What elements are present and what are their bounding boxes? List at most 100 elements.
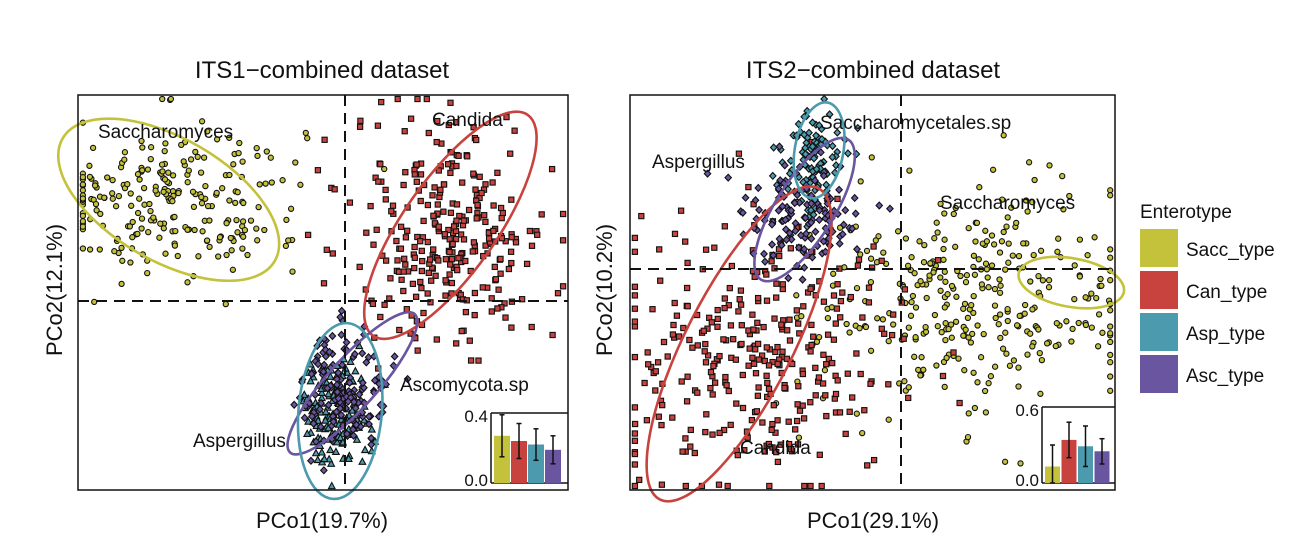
point-sacc-type (1009, 252, 1016, 259)
point-sacc-type (965, 334, 972, 341)
point-can-type (807, 482, 814, 490)
point-can-type (844, 370, 851, 377)
point-can-type (820, 351, 827, 358)
point-asp-type (321, 407, 331, 416)
point-sacc-type (267, 154, 274, 161)
point-asc-type (808, 253, 817, 262)
point-can-type (774, 458, 782, 466)
point-can-type (435, 223, 442, 230)
point-can-type (677, 207, 685, 214)
point-asc-type (787, 206, 796, 215)
point-can-type (714, 315, 721, 323)
point-sacc-type (976, 184, 983, 191)
point-can-type (778, 321, 785, 328)
point-can-type (773, 294, 780, 301)
point-sacc-type (104, 174, 111, 181)
point-sacc-type (970, 369, 977, 376)
point-sacc-type (297, 181, 304, 188)
point-sacc-type (1107, 338, 1114, 346)
point-sacc-type (1097, 275, 1104, 283)
point-can-type (774, 343, 781, 351)
point-sacc-type (253, 144, 260, 152)
point-can-type (786, 316, 793, 323)
point-asc-type (807, 199, 816, 208)
point-sacc-type (1000, 132, 1007, 139)
point-asp-type (331, 447, 341, 456)
point-can-type (846, 408, 853, 415)
point-sacc-type (158, 161, 166, 168)
point-can-type (773, 280, 780, 287)
point-sacc-type (189, 188, 197, 195)
point-asp-type (311, 448, 321, 457)
point-can-type (534, 231, 541, 238)
point-can-type (849, 394, 856, 401)
point-can-type (375, 178, 382, 185)
point-can-type (807, 399, 814, 406)
point-sacc-type (206, 217, 213, 224)
point-sacc-type (795, 434, 803, 441)
point-asc-type (760, 249, 768, 259)
point-sacc-type (950, 210, 957, 218)
point-sacc-type (1021, 301, 1029, 309)
point-can-type (471, 289, 479, 297)
point-sacc-type (843, 320, 850, 328)
point-sacc-type (172, 227, 179, 235)
point-asc-type (355, 390, 364, 399)
point-asc-type (343, 429, 351, 439)
point-can-type (643, 417, 651, 424)
point-can-type (759, 419, 766, 426)
point-asc-type (835, 185, 844, 194)
point-sacc-type (973, 219, 981, 227)
point-can-type (905, 394, 912, 402)
point-can-type (795, 320, 802, 327)
point-can-type (682, 238, 689, 245)
point-can-type (631, 482, 639, 490)
point-can-type (645, 361, 652, 368)
point-can-type (442, 292, 449, 299)
point-can-type (428, 277, 435, 284)
point-sacc-type (879, 316, 887, 323)
point-can-type (794, 441, 802, 448)
panel-1-ellipses (56, 110, 538, 501)
point-can-type (518, 296, 526, 303)
point-can-type (449, 240, 456, 248)
point-can-type (448, 279, 456, 287)
point-can-type (462, 257, 469, 265)
point-can-type (855, 256, 863, 263)
point-sacc-type (1038, 356, 1046, 364)
point-can-type (739, 371, 746, 379)
point-asc-type (811, 227, 820, 236)
point-asp-type (810, 154, 818, 163)
point-can-type (724, 482, 731, 490)
point-can-type (830, 336, 838, 343)
point-can-type (702, 359, 710, 366)
point-asc-type (815, 206, 824, 215)
point-can-type (837, 297, 845, 305)
point-can-type (808, 341, 815, 349)
point-sacc-type (922, 323, 929, 331)
point-can-type (369, 300, 377, 308)
point-asc-type (853, 245, 861, 254)
point-sacc-type (977, 354, 985, 361)
point-can-type (418, 247, 425, 255)
point-can-type (745, 362, 752, 369)
point-sacc-type (263, 148, 270, 155)
point-can-type (429, 192, 436, 199)
point-can-type (470, 124, 477, 131)
point-sacc-type (953, 293, 960, 300)
panel-1-inset-tick-zero: 0.0 (464, 471, 488, 490)
point-sacc-type (244, 251, 251, 259)
point-sacc-type (926, 272, 933, 279)
point-sacc-type (923, 294, 930, 302)
point-can-type (689, 344, 696, 351)
point-asp-type (336, 433, 345, 441)
point-sacc-type (948, 334, 955, 341)
point-can-type (497, 255, 504, 263)
point-can-type (538, 211, 545, 218)
point-sacc-type (86, 162, 93, 169)
point-can-type (847, 293, 854, 301)
point-can-type (956, 399, 963, 407)
point-sacc-type (962, 278, 970, 286)
point-sacc-type (282, 242, 290, 250)
point-sacc-type (96, 246, 103, 253)
